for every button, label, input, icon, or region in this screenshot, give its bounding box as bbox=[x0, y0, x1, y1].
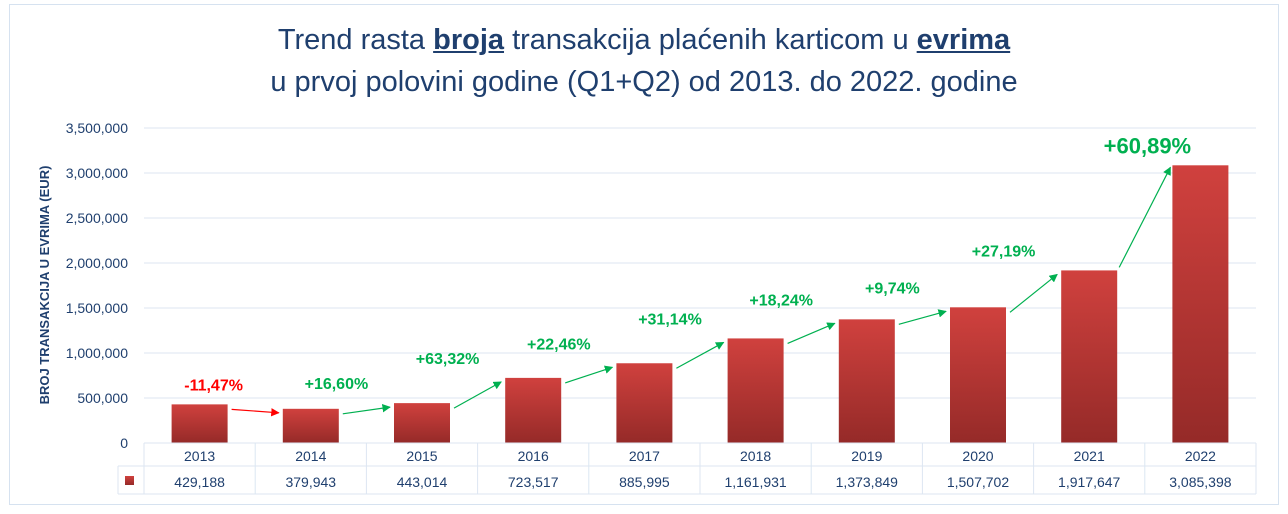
table-value: 1,917,647 bbox=[1058, 474, 1120, 490]
title-text: transakcija plaćenih karticom u bbox=[504, 24, 917, 56]
growth-label: +63,32% bbox=[416, 351, 480, 368]
table-value: 379,943 bbox=[285, 474, 336, 490]
table-value: 443,014 bbox=[397, 474, 448, 490]
table-value: 1,507,702 bbox=[947, 474, 1009, 490]
table-value: 885,995 bbox=[619, 474, 670, 490]
x-tick-label: 2019 bbox=[851, 448, 882, 464]
growth-arrow bbox=[787, 322, 836, 344]
table-value: 429,188 bbox=[174, 474, 225, 490]
growth-label: +27,19% bbox=[972, 243, 1036, 260]
bar-2018 bbox=[727, 338, 784, 443]
x-tick-label: 2015 bbox=[406, 448, 437, 464]
y-tick-label: 1,000,000 bbox=[66, 345, 128, 361]
x-tick-label: 2018 bbox=[740, 448, 771, 464]
y-tick-label: 2,000,000 bbox=[66, 255, 128, 271]
y-tick-label: 500,000 bbox=[77, 390, 128, 406]
growth-arrow bbox=[342, 404, 391, 415]
growth-arrow bbox=[898, 309, 947, 325]
chart-title-line2: u prvoj polovini godine (Q1+Q2) od 2013.… bbox=[270, 66, 1018, 98]
growth-label: +60,89% bbox=[1104, 133, 1191, 158]
y-tick-label: 3,500,000 bbox=[66, 120, 128, 136]
bar-2022 bbox=[1172, 165, 1229, 443]
title-bold-broja: broja bbox=[433, 24, 505, 56]
y-tick-label: 3,000,000 bbox=[66, 165, 128, 181]
growth-arrow bbox=[231, 408, 280, 417]
y-tick-label: 0 bbox=[120, 435, 128, 451]
growth-arrow bbox=[453, 381, 502, 409]
table-value: 1,373,849 bbox=[836, 474, 898, 490]
growth-label: +16,60% bbox=[305, 376, 369, 393]
growth-arrow bbox=[1118, 166, 1171, 268]
growth-label: +22,46% bbox=[527, 336, 591, 353]
x-tick-label: 2022 bbox=[1185, 448, 1216, 464]
x-tick-label: 2016 bbox=[518, 448, 549, 464]
title-text: Trend rasta bbox=[277, 24, 434, 56]
growth-arrow bbox=[676, 341, 725, 369]
x-tick-label: 2020 bbox=[962, 448, 993, 464]
bar-2021 bbox=[1061, 270, 1118, 443]
growth-label: +9,74% bbox=[865, 280, 920, 297]
title-bold-evrima: evrima bbox=[916, 24, 1011, 56]
x-tick-label: 2013 bbox=[184, 448, 215, 464]
x-tick-label: 2017 bbox=[629, 448, 660, 464]
x-tick-label: 2014 bbox=[295, 448, 326, 464]
bar-2019 bbox=[838, 319, 895, 443]
growth-arrow bbox=[565, 365, 614, 384]
chart-title-line1: Trend rasta broja transakcija plaćenih k… bbox=[0, 24, 1288, 57]
bar-2013 bbox=[171, 404, 228, 443]
bar-2020 bbox=[950, 307, 1006, 443]
table-value: 3,085,398 bbox=[1169, 474, 1231, 490]
y-tick-label: 1,500,000 bbox=[66, 300, 128, 316]
bar-2015 bbox=[394, 403, 450, 443]
table-value: 1,161,931 bbox=[724, 474, 786, 490]
bar-2016 bbox=[505, 377, 562, 443]
x-tick-label: 2021 bbox=[1074, 448, 1105, 464]
bar-2017 bbox=[616, 363, 673, 443]
growth-label: +31,14% bbox=[638, 311, 702, 328]
legend-key bbox=[125, 476, 134, 485]
chart-frame bbox=[9, 4, 1279, 505]
growth-label: +18,24% bbox=[749, 292, 813, 309]
y-tick-label: 2,500,000 bbox=[66, 210, 128, 226]
bar-2014 bbox=[282, 408, 339, 443]
table-value: 723,517 bbox=[508, 474, 559, 490]
y-axis-label: BROJ TRANSAKCIJA U EVRIMA (EUR) bbox=[37, 166, 52, 405]
growth-arrow bbox=[1009, 273, 1058, 313]
growth-label: -11,47% bbox=[184, 377, 243, 394]
